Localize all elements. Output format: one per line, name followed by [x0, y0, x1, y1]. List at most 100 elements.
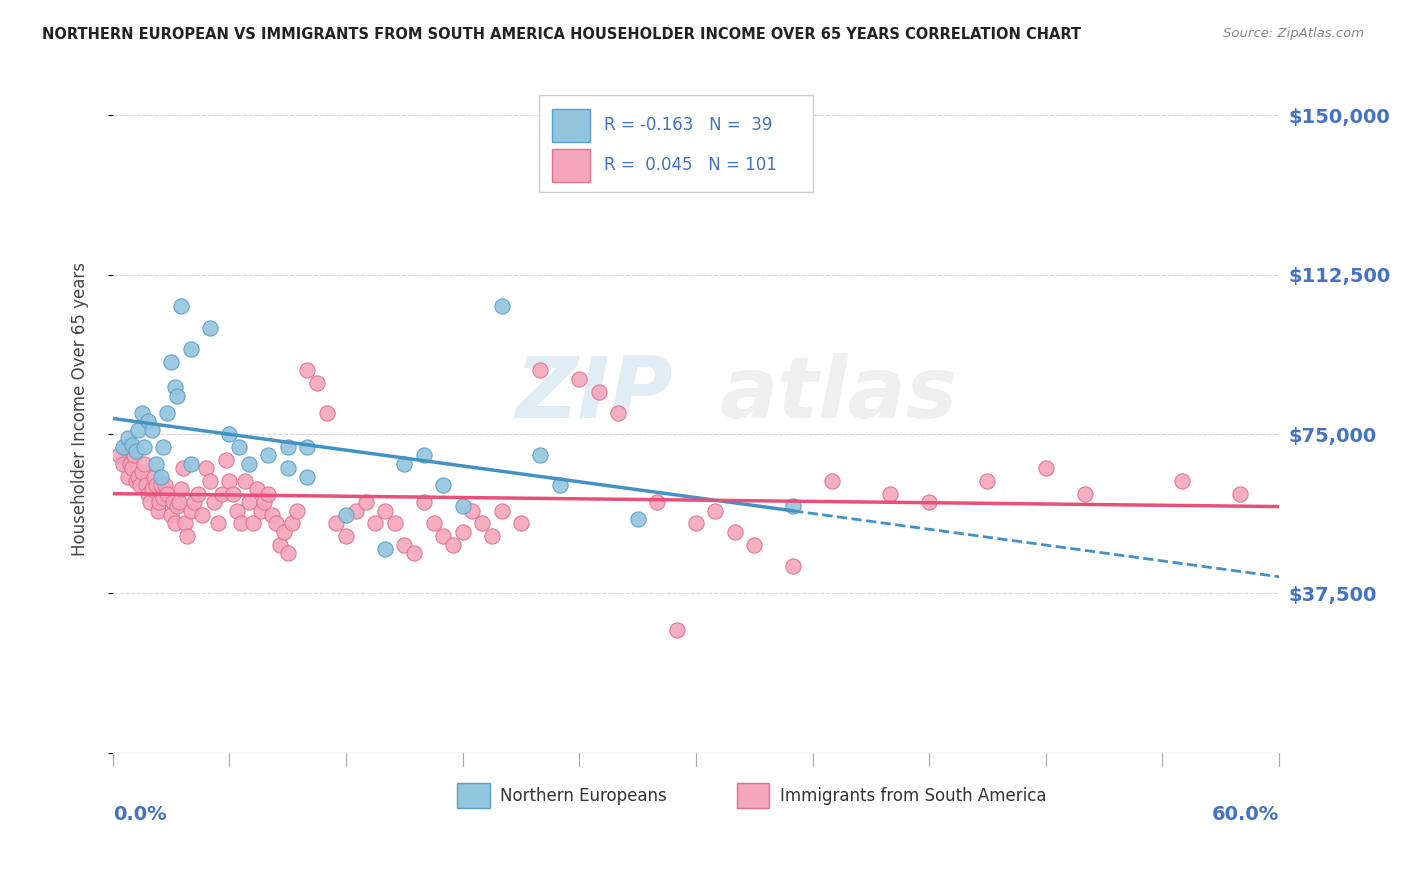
- Point: [166, 500, 188, 514]
- Point: [1171, 474, 1194, 488]
- Point: [117, 431, 139, 445]
- Point: [167, 495, 190, 509]
- Point: [141, 483, 163, 497]
- Text: 60.0%: 60.0%: [1212, 805, 1279, 823]
- Point: [202, 495, 225, 509]
- Point: [207, 516, 229, 531]
- Point: [180, 503, 202, 517]
- Point: [1035, 461, 1057, 475]
- Point: [156, 486, 179, 500]
- Point: [165, 516, 187, 531]
- Point: [374, 541, 396, 556]
- Point: [335, 508, 357, 522]
- Text: Source: ZipAtlas.com: Source: ZipAtlas.com: [1223, 27, 1364, 40]
- Point: [111, 457, 134, 471]
- Point: [344, 503, 367, 517]
- Point: [183, 495, 205, 509]
- Point: [412, 495, 434, 509]
- Point: [277, 440, 299, 454]
- Point: [238, 457, 260, 471]
- Point: [264, 516, 287, 531]
- Point: [364, 516, 387, 531]
- Point: [277, 461, 299, 475]
- Point: [297, 469, 319, 483]
- Point: [214, 452, 236, 467]
- Point: [918, 495, 941, 509]
- Point: [262, 508, 284, 522]
- Point: [305, 376, 328, 390]
- Point: [233, 474, 256, 488]
- Point: [253, 495, 276, 509]
- Point: [131, 465, 153, 479]
- Point: [187, 486, 209, 500]
- Point: [156, 406, 179, 420]
- Text: Immigrants from South America: Immigrants from South America: [780, 787, 1046, 805]
- Point: [588, 384, 610, 399]
- Point: [222, 486, 245, 500]
- Point: [394, 538, 416, 552]
- Point: [211, 486, 233, 500]
- Point: [121, 437, 143, 451]
- Point: [491, 503, 513, 517]
- Text: NORTHERN EUROPEAN VS IMMIGRANTS FROM SOUTH AMERICA HOUSEHOLDER INCOME OVER 65 YE: NORTHERN EUROPEAN VS IMMIGRANTS FROM SOU…: [42, 27, 1081, 42]
- Text: R =  0.045   N = 101: R = 0.045 N = 101: [603, 156, 776, 174]
- Point: [165, 380, 187, 394]
- Point: [451, 524, 474, 539]
- Point: [471, 516, 494, 531]
- Y-axis label: Householder Income Over 65 years: Householder Income Over 65 years: [72, 261, 89, 556]
- Point: [136, 414, 159, 428]
- Point: [148, 495, 170, 509]
- Point: [180, 342, 202, 356]
- Point: [335, 529, 357, 543]
- Text: atlas: atlas: [720, 353, 957, 436]
- Point: [724, 524, 747, 539]
- Point: [461, 503, 484, 517]
- Point: [173, 516, 195, 531]
- Point: [257, 448, 280, 462]
- Point: [246, 483, 269, 497]
- Point: [269, 538, 291, 552]
- Point: [529, 363, 551, 377]
- Point: [412, 448, 434, 462]
- Point: [160, 508, 183, 522]
- Point: [280, 516, 302, 531]
- Point: [879, 486, 901, 500]
- Point: [198, 474, 221, 488]
- Point: [432, 529, 454, 543]
- Point: [607, 406, 630, 420]
- Point: [510, 516, 533, 531]
- Point: [277, 546, 299, 560]
- Point: [481, 529, 503, 543]
- Point: [1073, 486, 1095, 500]
- Point: [782, 558, 804, 573]
- Point: [121, 461, 143, 475]
- Point: [172, 461, 194, 475]
- Point: [136, 486, 159, 500]
- Point: [287, 503, 309, 517]
- Point: [218, 474, 240, 488]
- Point: [132, 457, 155, 471]
- Point: [195, 461, 218, 475]
- Point: [135, 478, 157, 492]
- Point: [315, 406, 337, 420]
- Point: [529, 448, 551, 462]
- Point: [297, 440, 319, 454]
- Point: [665, 623, 688, 637]
- Point: [451, 500, 474, 514]
- Point: [441, 538, 464, 552]
- Bar: [457, 783, 489, 808]
- Point: [218, 427, 240, 442]
- Point: [155, 478, 177, 492]
- Text: Northern Europeans: Northern Europeans: [501, 787, 666, 805]
- Point: [226, 503, 249, 517]
- Point: [170, 300, 193, 314]
- Point: [120, 457, 142, 471]
- Point: [249, 503, 271, 517]
- Point: [1229, 486, 1251, 500]
- Point: [180, 457, 202, 471]
- Point: [127, 469, 149, 483]
- Point: [422, 516, 444, 531]
- Point: [198, 320, 221, 334]
- Point: [125, 474, 148, 488]
- Point: [548, 478, 571, 492]
